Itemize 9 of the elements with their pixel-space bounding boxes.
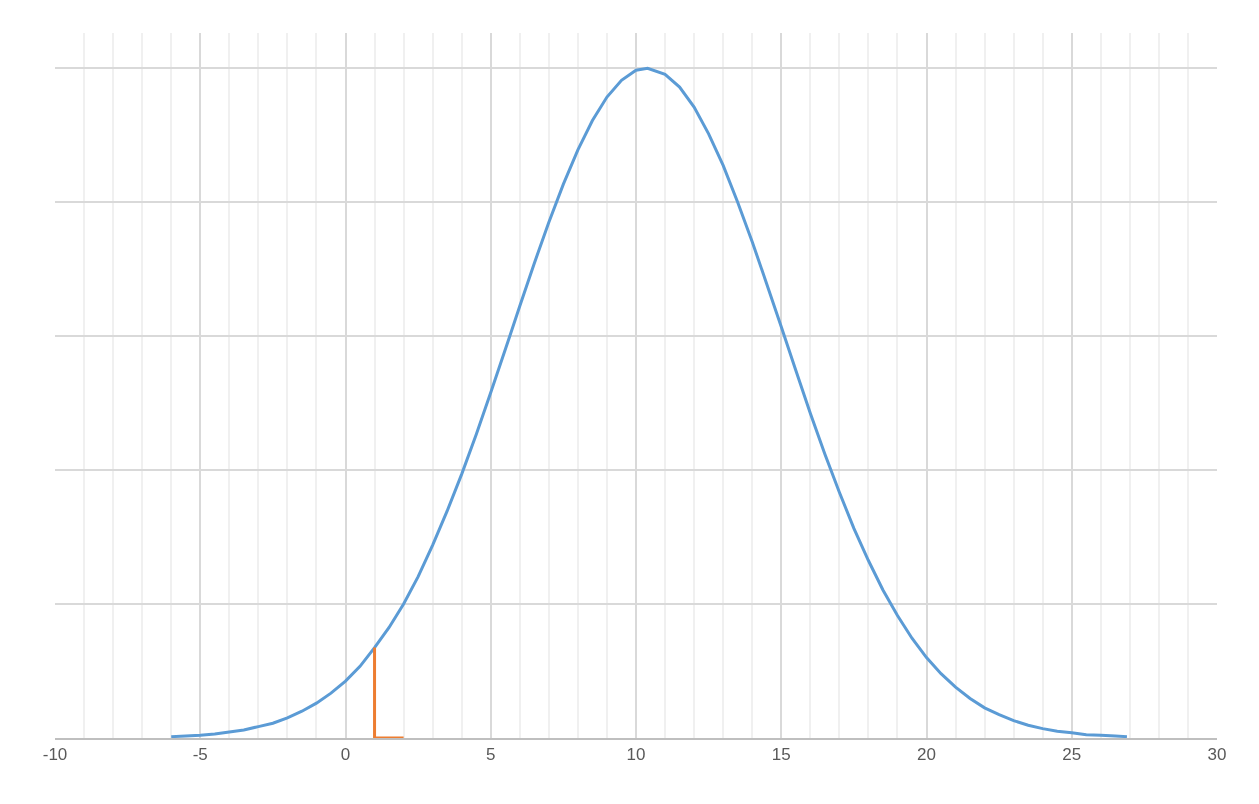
x-tick-label: -5 [192,745,208,765]
x-tick-label: 25 [1062,745,1082,765]
x-tick-label: 15 [771,745,791,765]
x-tick-label: 20 [917,745,936,765]
x-tick-label: 5 [486,745,496,765]
x-tick-label: -10 [42,745,68,765]
x-tick-label: 30 [1207,745,1227,765]
x-tick-label: 10 [626,745,646,765]
x-tick-label: 0 [340,745,351,765]
